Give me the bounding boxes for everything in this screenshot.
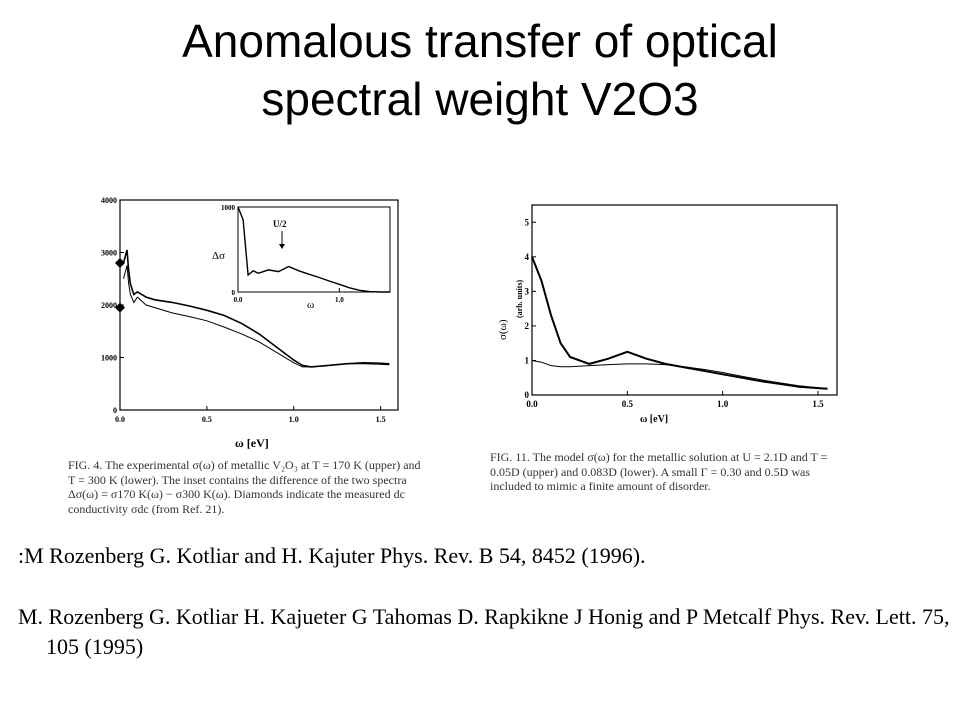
title-line-2: spectral weight V2O3 (261, 73, 699, 125)
inset-xtick-label: 1.0 (335, 296, 344, 304)
left-ticks: 0.0 0.5 1.0 1.5 0 1000 2000 3000 4000 (101, 196, 386, 424)
right-ytick-label: 3 (525, 286, 530, 296)
inset-ylabel: Δσ (212, 250, 225, 262)
slide-title: Anomalous transfer of optical spectral w… (0, 12, 960, 128)
inset-xtick-label: 0.0 (234, 296, 243, 304)
left-series (122, 249, 390, 368)
figure-right-caption: FIG. 11. The model σ(ω) for the metallic… (490, 450, 828, 493)
right-ylabel: σ(ω) (497, 319, 509, 340)
left-ytick-label: 0 (113, 406, 117, 415)
title-line-1: Anomalous transfer of optical (182, 15, 778, 67)
right-xtick-label: 0.5 (622, 399, 634, 409)
left-ytick-label: 3000 (101, 249, 117, 258)
right-ytick-label: 5 (525, 217, 530, 227)
figure-left-caption: FIG. 4. The experimental σ(ω) of metalli… (68, 458, 421, 516)
figure-left: 0.0 0.5 1.0 1.5 0 1000 2000 3000 4000 0.0 1.0 0 100… (60, 185, 430, 525)
right-ytick-label: 1 (525, 355, 530, 365)
left-xtick-label: 1.5 (376, 415, 386, 424)
right-ylabel-units: (arb. units) (515, 279, 524, 318)
right-series (531, 256, 828, 390)
dc-conductivity-diamond (115, 302, 125, 313)
right-series-2-line (531, 360, 828, 389)
right-ytick-label: 2 (525, 321, 530, 331)
left-series-2-line (123, 265, 390, 368)
right-ytick-label: 0 (525, 390, 530, 400)
figure-left-plot: 0.0 0.5 1.0 1.5 0 1000 2000 3000 4000 0.0 1.0 0 100… (101, 196, 399, 450)
reference-2: M. Rozenberg G. Kotliar H. Kajueter G Ta… (18, 604, 950, 659)
left-ytick-label: 2000 (101, 301, 117, 310)
inset-ytick-label: 0 (232, 289, 236, 297)
right-ytick-label: 4 (525, 252, 530, 262)
right-series-1-line (531, 256, 828, 390)
figure-right: 0.0 0.5 1.0 1.5 0 1 2 3 4 5 σ(ω) (arb. units) ω [… (470, 200, 860, 520)
inset-series-1-line (237, 206, 390, 293)
left-markers (115, 258, 125, 313)
inset-ticks: 0.0 1.0 0 1000 (221, 204, 344, 304)
inset-frame (237, 206, 391, 293)
right-xtick-label: 0.0 (526, 399, 538, 409)
dc-conductivity-diamond (115, 258, 125, 268)
right-ticks: 0.0 0.5 1.0 1.5 0 1 2 3 4 5 (525, 217, 825, 409)
left-xtick-label: 0.5 (202, 415, 212, 424)
figure-right-plot: 0.0 0.5 1.0 1.5 0 1 2 3 4 5 σ(ω) (arb. units) ω [… (497, 204, 838, 425)
inset-annotation: U/2 (273, 219, 287, 229)
inset-xlabel: ω (307, 299, 314, 311)
right-xlabel: ω [eV] (640, 414, 668, 425)
left-ytick-label: 1000 (101, 354, 117, 363)
right-xtick-label: 1.0 (717, 399, 729, 409)
reference-1: :M Rozenberg G. Kotliar and H. Kajuter P… (18, 543, 646, 568)
right-plot-frame (531, 204, 838, 396)
left-xlabel: ω [eV] (235, 436, 269, 450)
left-xtick-label: 1.0 (289, 415, 299, 424)
inset-annotation-arrowhead (279, 244, 285, 249)
inset-ytick-label: 1000 (221, 204, 236, 212)
left-ytick-label: 4000 (101, 196, 117, 205)
inset-series (237, 206, 390, 293)
left-xtick-label: 0.0 (115, 415, 125, 424)
right-xtick-label: 1.5 (812, 399, 824, 409)
